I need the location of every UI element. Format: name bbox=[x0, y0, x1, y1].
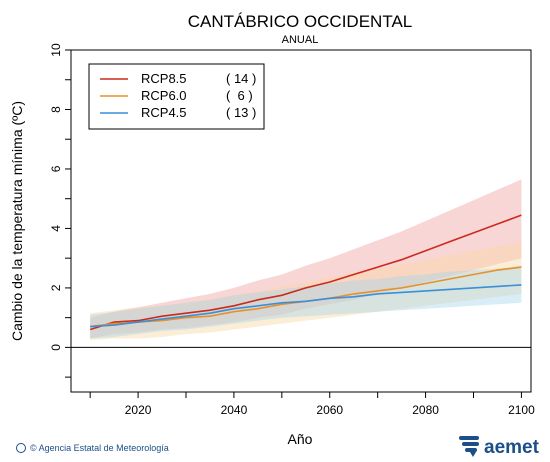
footer-credit: © Agencia Estatal de Meteorología bbox=[16, 443, 169, 453]
y-tick-label: 0 bbox=[49, 344, 63, 351]
x-tick-label: 2080 bbox=[412, 403, 439, 417]
x-axis: 2020 2040 2060 2080 2100 bbox=[89, 392, 535, 417]
aemet-logo: aemet bbox=[459, 436, 540, 458]
copyright-icon bbox=[16, 443, 26, 453]
x-tick-label: 2100 bbox=[508, 403, 535, 417]
credit-text: © Agencia Estatal de Meteorología bbox=[30, 443, 169, 453]
series-lines bbox=[89, 214, 522, 331]
y-tick-label: 6 bbox=[49, 165, 63, 172]
y-tick-label: 8 bbox=[49, 106, 63, 113]
legend-label: RCP4.5 bbox=[141, 105, 187, 120]
legend-count: ( 14 ) bbox=[226, 71, 256, 86]
plot-frame bbox=[70, 49, 532, 393]
x-axis-label: Año bbox=[288, 431, 313, 447]
chart-title: CANTÁBRICO OCCIDENTAL bbox=[188, 12, 413, 31]
y-tick-label: 2 bbox=[49, 284, 63, 291]
legend-label: RCP6.0 bbox=[141, 88, 187, 103]
uncertainty-bands bbox=[90, 179, 522, 340]
band-rcp85 bbox=[90, 179, 522, 339]
series-line-rcp85 bbox=[89, 214, 522, 331]
y-axis-label: Cambio de la temperatura mínima (ºC) bbox=[9, 101, 25, 341]
y-tick-label: 4 bbox=[49, 225, 63, 232]
chart-subtitle: ANUAL bbox=[282, 34, 319, 46]
x-tick-label: 2040 bbox=[221, 403, 248, 417]
x-tick-label: 2060 bbox=[316, 403, 343, 417]
legend-count: ( 6 ) bbox=[226, 88, 253, 103]
y-axis: 0 2 4 6 8 10 bbox=[49, 43, 71, 378]
legend: RCP8.5 ( 14 ) RCP6.0 ( 6 ) RCP4.5 ( 13 ) bbox=[88, 63, 265, 130]
series-line-rcp45 bbox=[90, 284, 522, 328]
y-tick-label: 10 bbox=[49, 43, 63, 57]
legend-count: ( 13 ) bbox=[226, 105, 256, 120]
aemet-logo-icon bbox=[459, 436, 479, 457]
aemet-logo-text: aemet bbox=[484, 437, 540, 458]
legend-label: RCP8.5 bbox=[141, 71, 187, 86]
x-tick-label: 2020 bbox=[125, 403, 152, 417]
